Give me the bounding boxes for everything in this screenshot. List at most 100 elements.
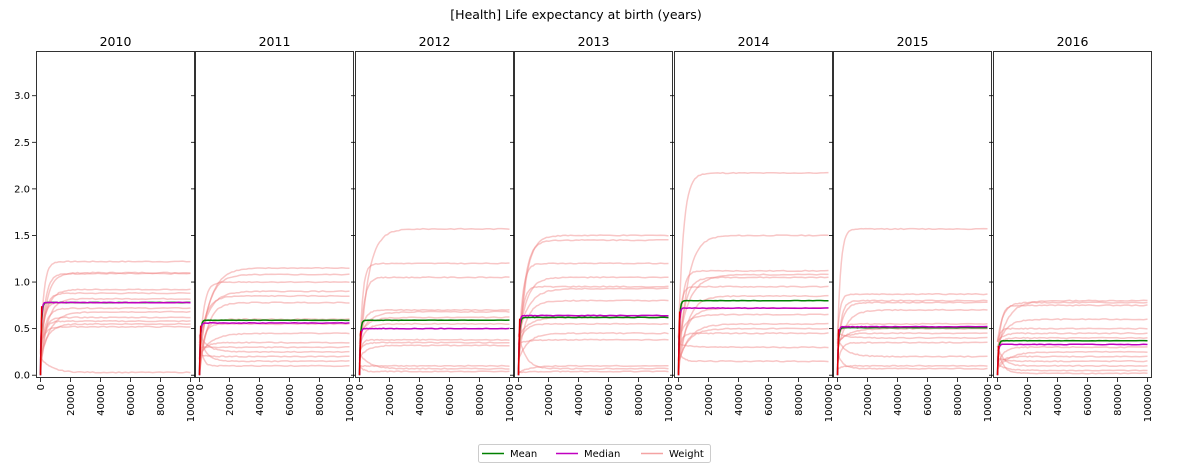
weight-line	[836, 327, 988, 345]
weight-line	[517, 299, 669, 360]
weight-line	[996, 299, 1148, 352]
x-tick-label: 100000	[664, 384, 675, 422]
weight-line	[198, 280, 350, 361]
x-tick-label: 60000	[604, 384, 615, 416]
panel-2010: 2010 0.0 0.5 1.0 1.5 2.0 2.5 3.0 0 20000 40000 6000…	[14, 34, 197, 422]
weight-line	[836, 338, 988, 358]
median-line	[39, 301, 191, 376]
median-line	[517, 314, 669, 376]
weight-line	[996, 336, 1148, 358]
x-tick-label: 20000	[544, 384, 555, 416]
weight-line	[677, 171, 829, 338]
median-line	[996, 343, 1148, 376]
weight-line	[517, 262, 669, 361]
x-tick-label: 100000	[345, 384, 356, 422]
weight-line	[677, 273, 829, 346]
weight-line	[677, 341, 829, 349]
weight-line	[517, 287, 669, 337]
early-rise-line	[996, 345, 1000, 376]
series-group	[996, 299, 1148, 376]
x-tick-label: 60000	[923, 384, 934, 416]
early-rise-line	[517, 318, 521, 376]
y-tick-label: 2.0	[14, 184, 30, 195]
median-line	[358, 327, 510, 376]
x-tick-label: 60000	[445, 384, 456, 416]
panel-title: 2010	[100, 34, 132, 49]
weight-line	[358, 344, 510, 358]
weight-line	[677, 294, 829, 373]
mean-line	[198, 319, 350, 376]
x-tick-label: 40000	[255, 384, 266, 416]
weight-line	[517, 370, 669, 374]
weight-line	[677, 269, 829, 362]
weight-line	[39, 271, 191, 355]
panel-frame	[993, 51, 1152, 378]
weight-line	[198, 301, 350, 375]
early-rise-line	[198, 325, 202, 376]
y-tick-label: 0.5	[14, 324, 30, 335]
x-tick-label: 100000	[983, 384, 994, 422]
median-line	[677, 307, 829, 376]
weight-line	[836, 308, 988, 352]
panel-title: 2015	[897, 34, 929, 49]
weight-line	[198, 322, 350, 375]
weight-line	[517, 332, 669, 361]
mean-line	[358, 319, 510, 376]
weight-line	[996, 332, 1148, 343]
weight-line	[39, 260, 191, 352]
weight-line	[358, 316, 510, 335]
weight-line	[358, 338, 510, 356]
y-tick-label: 1.5	[14, 231, 30, 242]
x-tick-label: 0	[833, 384, 844, 390]
panel-title: 2013	[578, 34, 610, 49]
x-tick-label: 100000	[824, 384, 835, 422]
panel-frame	[355, 51, 514, 378]
weight-line	[517, 364, 669, 374]
mean-line	[517, 316, 669, 376]
weight-line	[677, 332, 829, 351]
panel-2011: 2011 0 20000 40000 60000 80000 100000	[191, 34, 356, 422]
early-rise-line	[358, 330, 362, 376]
x-tick-label: 20000	[66, 384, 77, 416]
panel-2015: 2015 0 20000 40000 60000 80000 100000	[829, 34, 994, 422]
x-tick-label: 40000	[574, 384, 585, 416]
weight-line	[677, 234, 829, 374]
weight-line	[996, 355, 1148, 368]
chart-title: [Health] Life expectancy at birth (years…	[450, 7, 701, 22]
weight-line	[836, 364, 988, 370]
weight-line	[677, 285, 829, 339]
weight-line	[358, 364, 510, 368]
weight-line	[199, 345, 350, 349]
mean-line	[39, 301, 191, 376]
panel-2014: 2014 0 20000 40000 60000 80000 100000	[670, 34, 835, 422]
weight-line	[996, 350, 1148, 370]
weight-line	[358, 353, 510, 370]
x-tick-label: 80000	[634, 384, 645, 416]
series-group	[677, 171, 829, 376]
weight-line	[39, 319, 191, 371]
legend-box	[478, 444, 711, 463]
x-tick-label: 100000	[505, 384, 516, 422]
mean-line	[996, 339, 1148, 376]
weight-line	[198, 290, 350, 344]
weight-line	[39, 310, 191, 363]
weight-line	[358, 341, 510, 352]
weight-line	[39, 288, 191, 343]
mean-line	[677, 299, 829, 376]
weight-line	[836, 301, 988, 347]
weight-line	[198, 332, 350, 358]
series-group	[198, 266, 350, 376]
series-group	[39, 260, 191, 376]
weight-line	[517, 238, 669, 369]
x-tick-label: 0	[36, 384, 47, 390]
panel-2016: 2016 0 20000 40000 60000 80000 100000	[989, 34, 1154, 422]
legend: Mean Median Weight	[478, 444, 711, 463]
y-tick-label: 1.0	[14, 278, 30, 289]
legend-label-median: Median	[584, 449, 620, 460]
weight-line	[359, 364, 510, 373]
x-tick-label: 80000	[475, 384, 486, 416]
panel-title: 2012	[419, 34, 451, 49]
weight-line	[358, 262, 510, 365]
